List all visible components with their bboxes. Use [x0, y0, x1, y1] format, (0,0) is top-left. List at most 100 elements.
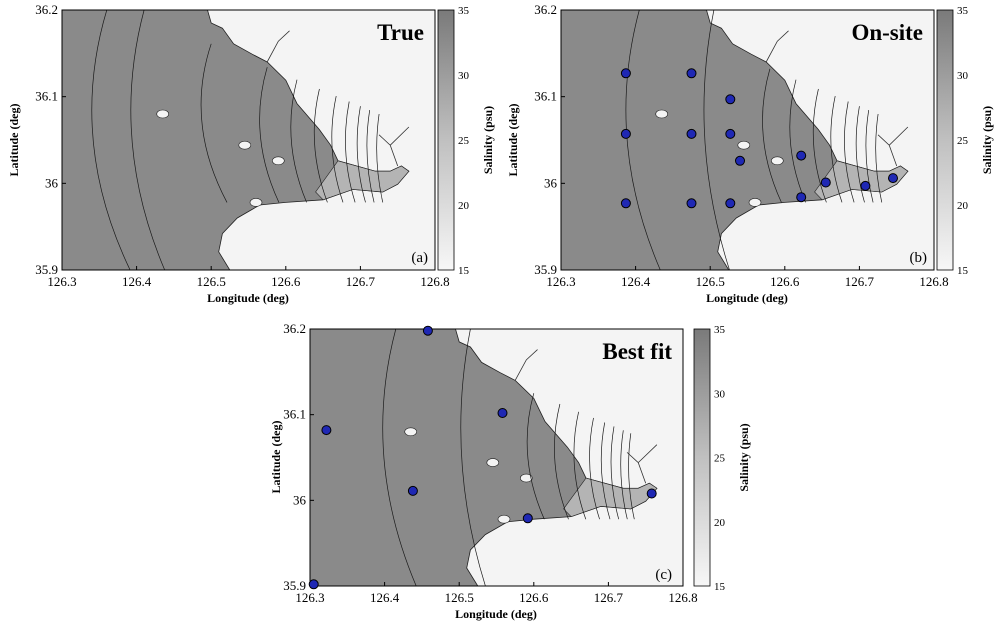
panel-title: Best fit — [602, 339, 672, 364]
salinity-contour — [620, 430, 628, 520]
site-marker — [796, 150, 807, 161]
colorbar-tick-label: 35 — [458, 5, 470, 17]
site-marker — [735, 155, 745, 166]
salinity-contour — [855, 106, 865, 203]
river-line — [514, 349, 538, 381]
x-tick-label: 126.4 — [122, 274, 152, 289]
salinity-contour — [345, 101, 356, 203]
y-axis-ticks: 35.9 36 36.1 36.2 — [283, 321, 314, 593]
colorbar-tick-label: 30 — [957, 70, 969, 82]
salinity-contour — [589, 417, 600, 520]
x-tick-label: 126.5 — [197, 274, 226, 289]
island — [497, 514, 511, 524]
x-tick-label: 126.8 — [420, 274, 449, 289]
river-line — [626, 444, 658, 484]
salinity-contour — [382, 328, 417, 587]
panel-on-site: On-site (b) 126.3 126.4 126.5 126.6 126.7 126… — [506, 2, 994, 305]
salinity-contour — [610, 426, 620, 520]
x-tick-label: 126.5 — [445, 590, 474, 605]
x-axis-ticks: 126.3 126.4 126.5 126.6 126.7 126.8 — [546, 266, 949, 289]
river-line — [877, 126, 909, 167]
y-tick-label: 36.1 — [35, 89, 58, 104]
panel-letter: (a) — [411, 250, 428, 266]
salinity-contour — [130, 9, 166, 271]
salinity-contour — [844, 101, 855, 203]
x-tick-label: 126.8 — [668, 590, 697, 605]
colorbar-tick-label: 20 — [957, 200, 969, 212]
x-tick-label: 126.4 — [370, 590, 400, 605]
site-marker — [725, 198, 736, 209]
site-marker — [497, 408, 508, 418]
colorbar: 15 20 25 30 35 Salinity (psu) — [936, 5, 994, 277]
colorbar-tick-label: 20 — [458, 200, 470, 212]
y-axis-label: Latitude (deg) — [7, 104, 21, 177]
site-marker — [422, 325, 433, 336]
salinity-contour — [290, 79, 307, 203]
y-tick-label: 36 — [544, 175, 558, 190]
salinity-contour — [376, 113, 384, 203]
salinity-map — [309, 328, 683, 587]
y-tick-label: 35.9 — [283, 578, 306, 593]
y-tick-label: 35.9 — [534, 262, 557, 277]
island — [748, 198, 762, 207]
salinity-contour — [91, 9, 131, 271]
x-axis-ticks: 126.3 126.4 126.5 126.6 126.7 126.8 — [295, 582, 698, 605]
x-tick-label: 126.6 — [770, 274, 800, 289]
island — [404, 427, 417, 437]
salinity-contour — [600, 422, 611, 520]
x-tick-label: 126.3 — [295, 590, 324, 605]
colorbar-tick-label: 20 — [714, 517, 726, 529]
salinity-contour — [625, 9, 661, 271]
site-marker — [820, 177, 831, 188]
river-line — [378, 126, 410, 167]
colorbar-tick-label: 35 — [957, 5, 969, 17]
salinity-contour — [762, 68, 782, 203]
salinity-contour — [356, 106, 366, 203]
x-tick-label: 126.3 — [47, 274, 76, 289]
y-axis-ticks: 35.9 36 36.1 36.2 — [534, 2, 565, 277]
site-marker — [686, 128, 697, 139]
site-markers — [620, 68, 898, 209]
salinity-contour — [259, 67, 280, 203]
y-axis-ticks: 35.9 36 36.1 36.2 — [35, 2, 66, 277]
y-tick-label: 36.1 — [283, 407, 306, 422]
site-marker — [308, 579, 319, 590]
island — [156, 109, 169, 119]
site-marker — [686, 68, 697, 79]
x-tick-label: 126.6 — [271, 274, 301, 289]
site-marker — [620, 68, 631, 79]
site-marker — [321, 425, 332, 436]
y-axis-label: Latitude (deg) — [269, 421, 283, 494]
colorbar-tick-label: 15 — [957, 265, 969, 277]
colorbar-tick-label: 25 — [458, 135, 470, 147]
colorbar-tick-label: 35 — [714, 324, 726, 336]
salinity-contour — [789, 79, 806, 203]
salinity-contour — [830, 96, 843, 203]
salinity-contour — [460, 328, 486, 587]
colorbar-label: Salinity (psu) — [737, 423, 751, 491]
panel-title: On-site — [851, 20, 923, 45]
site-marker — [522, 513, 533, 524]
colorbar-tick-label: 30 — [458, 70, 470, 82]
colorbar: 15 20 25 30 35 Salinity (psu) — [693, 324, 751, 593]
colorbar-gradient — [693, 328, 711, 587]
island — [486, 458, 500, 467]
salinity-contour — [366, 110, 375, 203]
island — [737, 140, 751, 150]
salinity-contour — [875, 113, 883, 203]
x-tick-label: 126.7 — [594, 590, 624, 605]
x-axis-label: Longitude (deg) — [455, 607, 537, 621]
site-marker — [620, 198, 631, 209]
x-tick-label: 126.7 — [346, 274, 376, 289]
site-marker — [686, 198, 697, 209]
panel-true: True (a) 126.3 126.4 126.5 126.6 126.7 126.8 … — [7, 2, 495, 305]
site-marker — [888, 173, 898, 184]
colorbar-gradient — [437, 9, 455, 271]
y-tick-label: 35.9 — [35, 262, 58, 277]
colorbar-tick-label: 15 — [714, 581, 726, 593]
colorbar-label: Salinity (psu) — [481, 106, 495, 174]
river-line — [765, 30, 789, 63]
panel-best-fit: Best fit (c) 126.3 126.4 126.5 126.6 126.7 12… — [269, 321, 751, 621]
colorbar: 15 20 25 30 35 Salinity (psu) — [437, 5, 495, 277]
